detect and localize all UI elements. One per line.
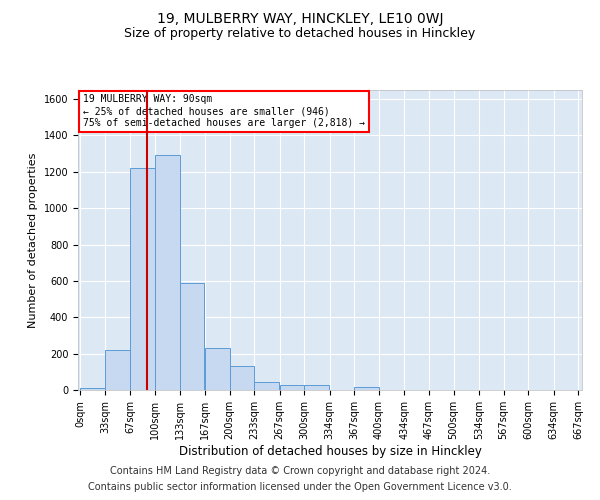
Bar	[254, 382, 279, 390]
Bar	[155, 156, 179, 390]
Y-axis label: Number of detached properties: Number of detached properties	[28, 152, 38, 328]
Text: Contains HM Land Registry data © Crown copyright and database right 2024.: Contains HM Land Registry data © Crown c…	[110, 466, 490, 476]
Text: 19 MULBERRY WAY: 90sqm
← 25% of detached houses are smaller (946)
75% of semi-de: 19 MULBERRY WAY: 90sqm ← 25% of detached…	[83, 94, 365, 128]
Text: Contains public sector information licensed under the Open Government Licence v3: Contains public sector information licen…	[88, 482, 512, 492]
Text: Size of property relative to detached houses in Hinckley: Size of property relative to detached ho…	[124, 28, 476, 40]
Bar	[105, 350, 130, 390]
Bar	[354, 388, 379, 390]
Bar	[179, 282, 204, 390]
Bar	[304, 386, 329, 390]
Text: 19, MULBERRY WAY, HINCKLEY, LE10 0WJ: 19, MULBERRY WAY, HINCKLEY, LE10 0WJ	[157, 12, 443, 26]
Bar	[130, 168, 155, 390]
Bar	[280, 384, 304, 390]
X-axis label: Distribution of detached houses by size in Hinckley: Distribution of detached houses by size …	[179, 444, 481, 458]
Bar	[205, 348, 230, 390]
Bar	[230, 366, 254, 390]
Bar	[80, 388, 105, 390]
